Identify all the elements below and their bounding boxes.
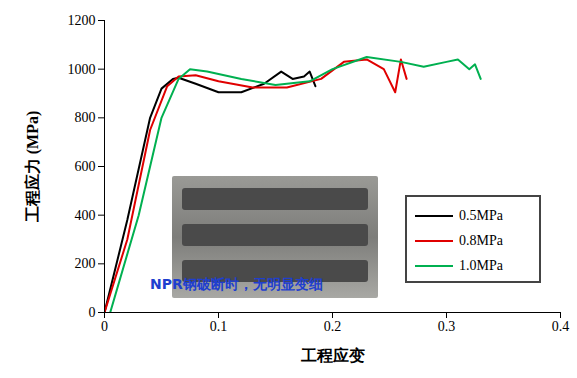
svg-text:0.3: 0.3 (438, 319, 456, 334)
svg-text:0: 0 (101, 319, 108, 334)
svg-text:600: 600 (75, 159, 96, 174)
svg-text:0.1: 0.1 (210, 319, 228, 334)
svg-text:800: 800 (75, 110, 96, 125)
html-text:1.0MPa: 1.0MPa (459, 257, 503, 273)
svg-text:400: 400 (75, 208, 96, 223)
html-text:0.5MPa: 0.5MPa (459, 207, 503, 223)
svg-text:1000: 1000 (68, 62, 96, 77)
svg-text:0: 0 (89, 305, 96, 320)
svg-text:工程应变: 工程应变 (300, 346, 365, 364)
html-text:NPR钢破断时，无明显变细: NPR钢破断时，无明显变细 (150, 276, 323, 292)
svg-text:工程应力 (MPa): 工程应力 (MPa) (23, 111, 42, 224)
svg-text:0.2: 0.2 (324, 319, 342, 334)
svg-text:1200: 1200 (68, 13, 96, 28)
svg-text:200: 200 (75, 256, 96, 271)
html-text:0.8MPa: 0.8MPa (459, 232, 503, 248)
svg-text:0.4: 0.4 (552, 319, 570, 334)
